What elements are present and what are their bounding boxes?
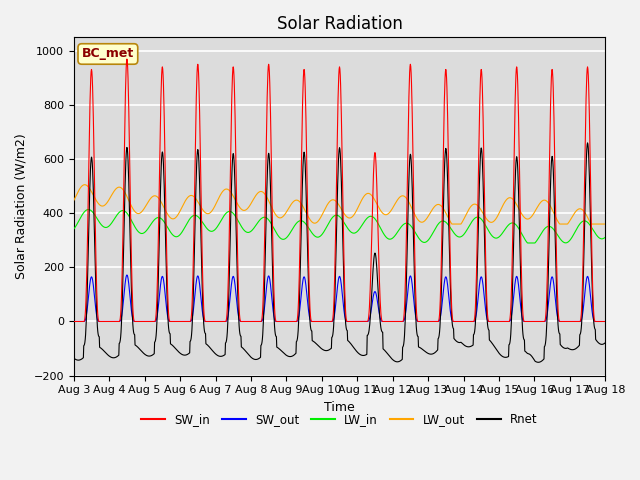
X-axis label: Time: Time	[324, 401, 355, 414]
Text: BC_met: BC_met	[82, 48, 134, 60]
Title: Solar Radiation: Solar Radiation	[276, 15, 403, 33]
Legend: SW_in, SW_out, LW_in, LW_out, Rnet: SW_in, SW_out, LW_in, LW_out, Rnet	[137, 408, 542, 431]
Y-axis label: Solar Radiation (W/m2): Solar Radiation (W/m2)	[15, 133, 28, 279]
